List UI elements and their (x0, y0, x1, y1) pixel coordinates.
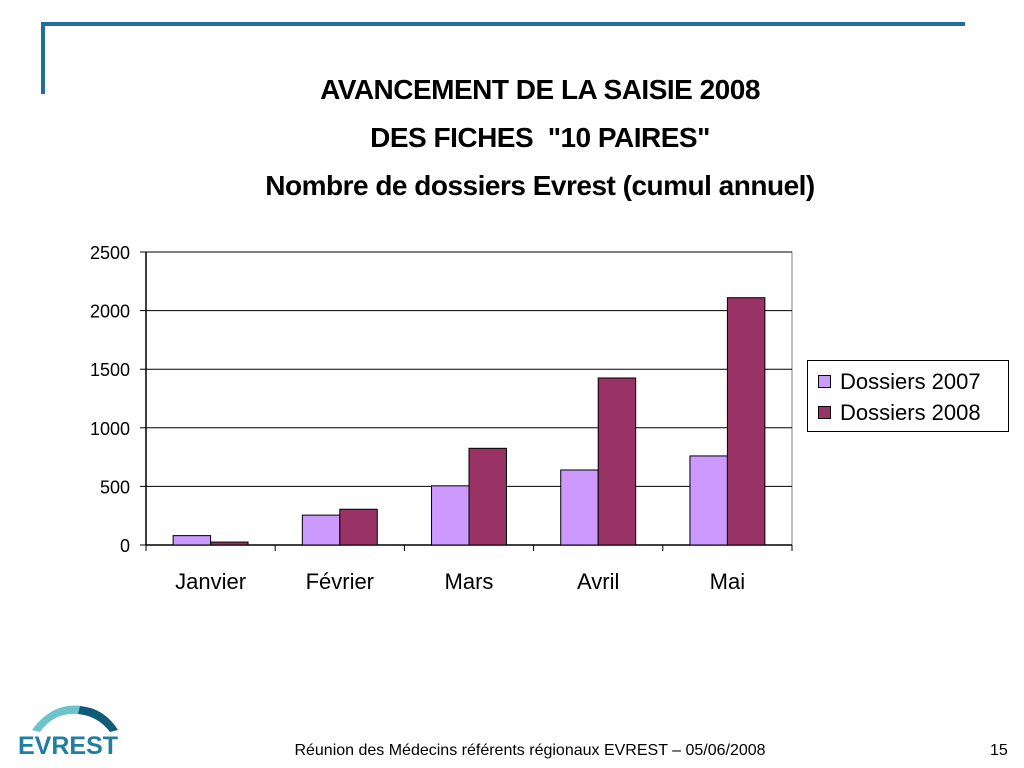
left-frame-line (41, 22, 45, 94)
legend-label-2008: Dossiers 2008 (840, 399, 981, 425)
page-number: 15 (990, 742, 1008, 759)
x-tick-label: Mai (710, 569, 745, 594)
logo-wordmark: EVREST (18, 732, 118, 760)
title-line-3: Nombre de dossiers Evrest (cumul annuel) (265, 170, 815, 201)
bar-2007 (560, 469, 599, 546)
bar-2008 (210, 541, 249, 546)
bar-2008 (468, 447, 507, 546)
bar-2007 (689, 455, 728, 546)
legend-swatch-2008 (818, 406, 831, 419)
y-tick-label: 1000 (90, 419, 130, 439)
bar-2007 (172, 535, 212, 546)
x-tick-label: Mars (445, 569, 494, 594)
y-tick-label: 0 (120, 536, 130, 556)
bar-2008 (597, 377, 637, 546)
bar-2008 (339, 508, 378, 546)
slide-title: AVANCEMENT DE LA SAISIE 2008 DES FICHES … (170, 66, 910, 210)
bar-2007 (301, 514, 341, 546)
footer-text: Réunion des Médecins référents régionaux… (294, 742, 766, 759)
top-frame-line (41, 22, 965, 26)
x-tick-label: Janvier (175, 569, 246, 594)
legend-item-2008: Dossiers 2008 (818, 397, 1008, 428)
title-line-2: DES FICHES "10 PAIRES" (370, 122, 710, 153)
legend-item-2007: Dossiers 2007 (818, 366, 1008, 397)
chart-legend: Dossiers 2007 Dossiers 2008 (807, 360, 1009, 432)
y-tick-label: 1500 (90, 360, 130, 380)
y-tick-label: 500 (100, 477, 130, 497)
y-tick-label: 2000 (90, 302, 130, 322)
y-tick-label: 2500 (90, 243, 130, 263)
legend-swatch-2007 (818, 375, 831, 388)
logo-arc-light (32, 705, 82, 732)
x-tick-label: Février (306, 569, 374, 594)
bar-2008 (726, 297, 766, 546)
x-tick-label: Avril (577, 569, 619, 594)
title-line-1: AVANCEMENT DE LA SAISIE 2008 (320, 74, 760, 105)
logo-arc-dark (78, 706, 118, 732)
evrest-logo: EVREST (18, 705, 118, 760)
bar-2007 (431, 485, 470, 546)
legend-label-2007: Dossiers 2007 (840, 368, 981, 394)
